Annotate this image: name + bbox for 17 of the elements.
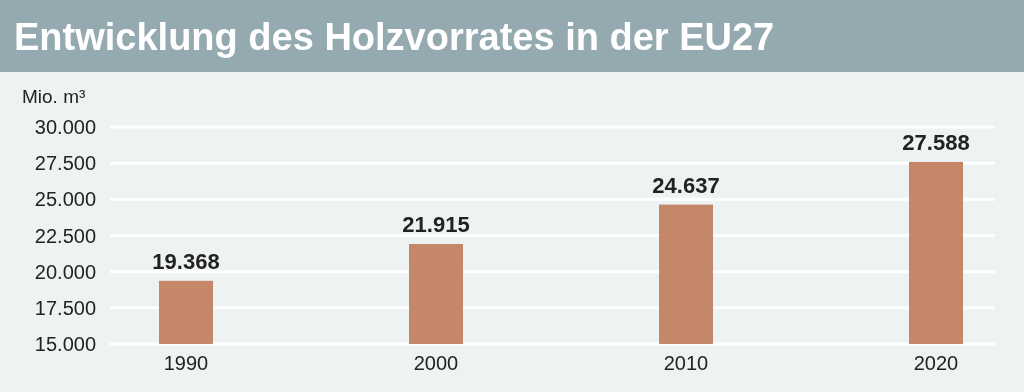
x-tick-label: 2020	[913, 352, 959, 374]
y-tick-label: 27.500	[34, 152, 96, 175]
x-tick-label: 1990	[163, 352, 209, 374]
y-tick-label: 17.500	[34, 296, 96, 319]
chart-title: Entwicklung des Holzvorrates in der EU27	[14, 16, 775, 58]
y-tick-label: 15.000	[34, 333, 96, 355]
data-label: 27.588	[902, 129, 970, 155]
y-tick-label: 22.500	[34, 224, 96, 247]
y-axis-title: Mio. m³	[22, 86, 86, 107]
data-label: 21.915	[402, 211, 470, 237]
x-tick-label: 2000	[413, 352, 459, 374]
y-tick-label: 20.000	[34, 260, 96, 283]
data-label: 19.368	[152, 248, 220, 274]
x-tick-label: 2010	[663, 352, 709, 374]
data-label: 24.637	[652, 172, 720, 198]
y-tick-label: 30.000	[34, 116, 96, 138]
y-tick-label: 25.000	[34, 188, 96, 211]
